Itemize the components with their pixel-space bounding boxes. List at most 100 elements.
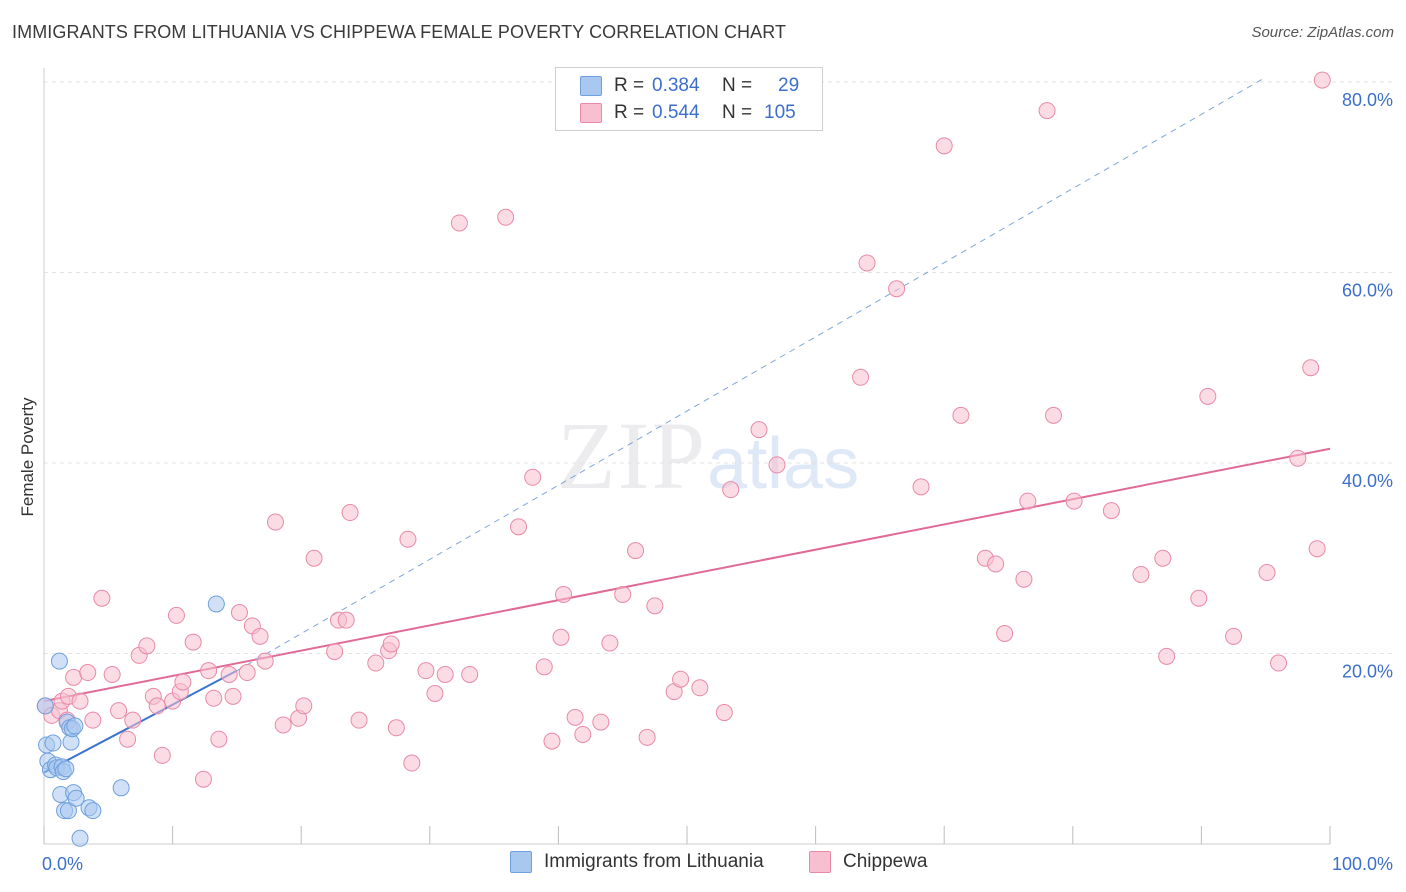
chippewa-point [555,585,573,603]
n-label: N = [722,102,753,123]
lithuania-point [66,717,84,735]
y-tick-label: 60.0% [1342,281,1393,301]
chippewa-point [935,137,953,155]
chippewa-point [858,254,876,272]
chippewa-point [399,530,417,548]
legend-item-chippewa[interactable]: Chippewa [809,851,928,873]
grid-lines [44,81,1392,654]
lithuania-point [112,779,130,797]
chippewa-point [1199,387,1217,405]
chippewa-point [71,692,89,710]
chippewa-swatch [580,103,602,123]
chippewa-point [952,406,970,424]
lithuania-point [207,595,225,613]
chippewa-point [722,481,740,499]
chippewa-point [148,697,166,715]
chippewa-point [210,730,228,748]
chippewa-point [1154,549,1172,567]
chippewa-point [184,633,202,651]
chippewa-point [912,478,930,496]
stats-legend-row-chippewa: R = 0.544 N = 105 [580,101,796,125]
chippewa-point [1132,565,1150,583]
chippewa-point [1065,492,1083,510]
chippewa-point [1302,359,1320,377]
chippewa-point [1019,492,1037,510]
chippewa-swatch [809,851,831,873]
legend-label: Chippewa [843,851,928,872]
lithuania-point [84,802,102,820]
lithuania-trend-extension [236,76,1266,672]
tick-labels: 20.0% 40.0% 60.0% 80.0% 0.0% 100.0% [42,90,1393,874]
chippewa-point [174,673,192,691]
chippewa-point [436,665,454,683]
chippewa-point [461,665,479,683]
chippewa-point [251,627,269,645]
trend-lines [43,76,1331,774]
chippewa-point [592,713,610,731]
chippewa-point [153,746,171,764]
lithuania-point [67,789,85,807]
watermark-zip: ZIP [557,402,707,509]
r-value: 0.384 [652,75,700,96]
lithuania-point [50,652,68,670]
chippewa-point [124,711,142,729]
chippewa-point [1045,406,1063,424]
chippewa-point [715,704,733,722]
chippewa-point [65,668,83,686]
chippewa-point [167,606,185,624]
stats-legend-row-lithuania: R = 0.384 N = 29 [580,74,799,98]
data-points [36,71,1331,847]
chippewa-point [382,635,400,653]
chippewa-point [768,456,786,474]
axes [43,68,1331,845]
chart-title: IMMIGRANTS FROM LITHUANIA VS CHIPPEWA FE… [12,22,787,42]
y-tick-label: 40.0% [1342,471,1393,491]
y-tick-label: 80.0% [1342,90,1393,110]
chippewa-point [230,604,248,622]
x-tick-label: 100.0% [1332,854,1393,874]
y-tick-label: 20.0% [1342,662,1393,682]
r-label: R = [614,75,645,96]
chippewa-point [996,624,1014,642]
chippewa-point [1308,540,1326,558]
chippewa-point [350,711,368,729]
legend-label: Immigrants from Lithuania [544,851,764,872]
chippewa-point [426,685,444,703]
chippewa-point [417,662,435,680]
chippewa-point [566,708,584,726]
chippewa-point [1289,449,1307,467]
chippewa-point [367,654,385,672]
chippewa-point [110,702,128,720]
chippewa-point [403,754,421,772]
legend-item-lithuania[interactable]: Immigrants from Lithuania [510,851,764,873]
chippewa-point [852,368,870,386]
chippewa-point [84,711,102,729]
source-label: Source: ZipAtlas.com [1251,24,1394,41]
chippewa-point [552,628,570,646]
chippewa-point [524,468,542,486]
lithuania-point [71,829,89,847]
chippewa-point [194,770,212,788]
lithuania-swatch [510,851,532,873]
lithuania-point [44,734,62,752]
chippewa-point [138,637,156,655]
chippewa-point [274,716,292,734]
x-tick-label: 0.0% [42,854,83,874]
chippewa-point [750,421,768,439]
chippewa-point [224,687,242,705]
chippewa-point [627,542,645,560]
chippewa-point [341,504,359,522]
chippewa-point [220,665,238,683]
chippewa-point [638,728,656,746]
chippewa-point [93,589,111,607]
chippewa-point [987,555,1005,573]
chippewa-point [691,679,709,697]
lithuania-point [57,760,75,778]
stats-legend: R = 0.384 N = 29 R = 0.544 N = 105 [555,67,823,131]
chippewa-point [326,643,344,661]
chippewa-point [574,725,592,743]
chippewa-point [1038,102,1056,120]
chippewa-point [535,658,553,676]
chippewa-point [295,697,313,715]
